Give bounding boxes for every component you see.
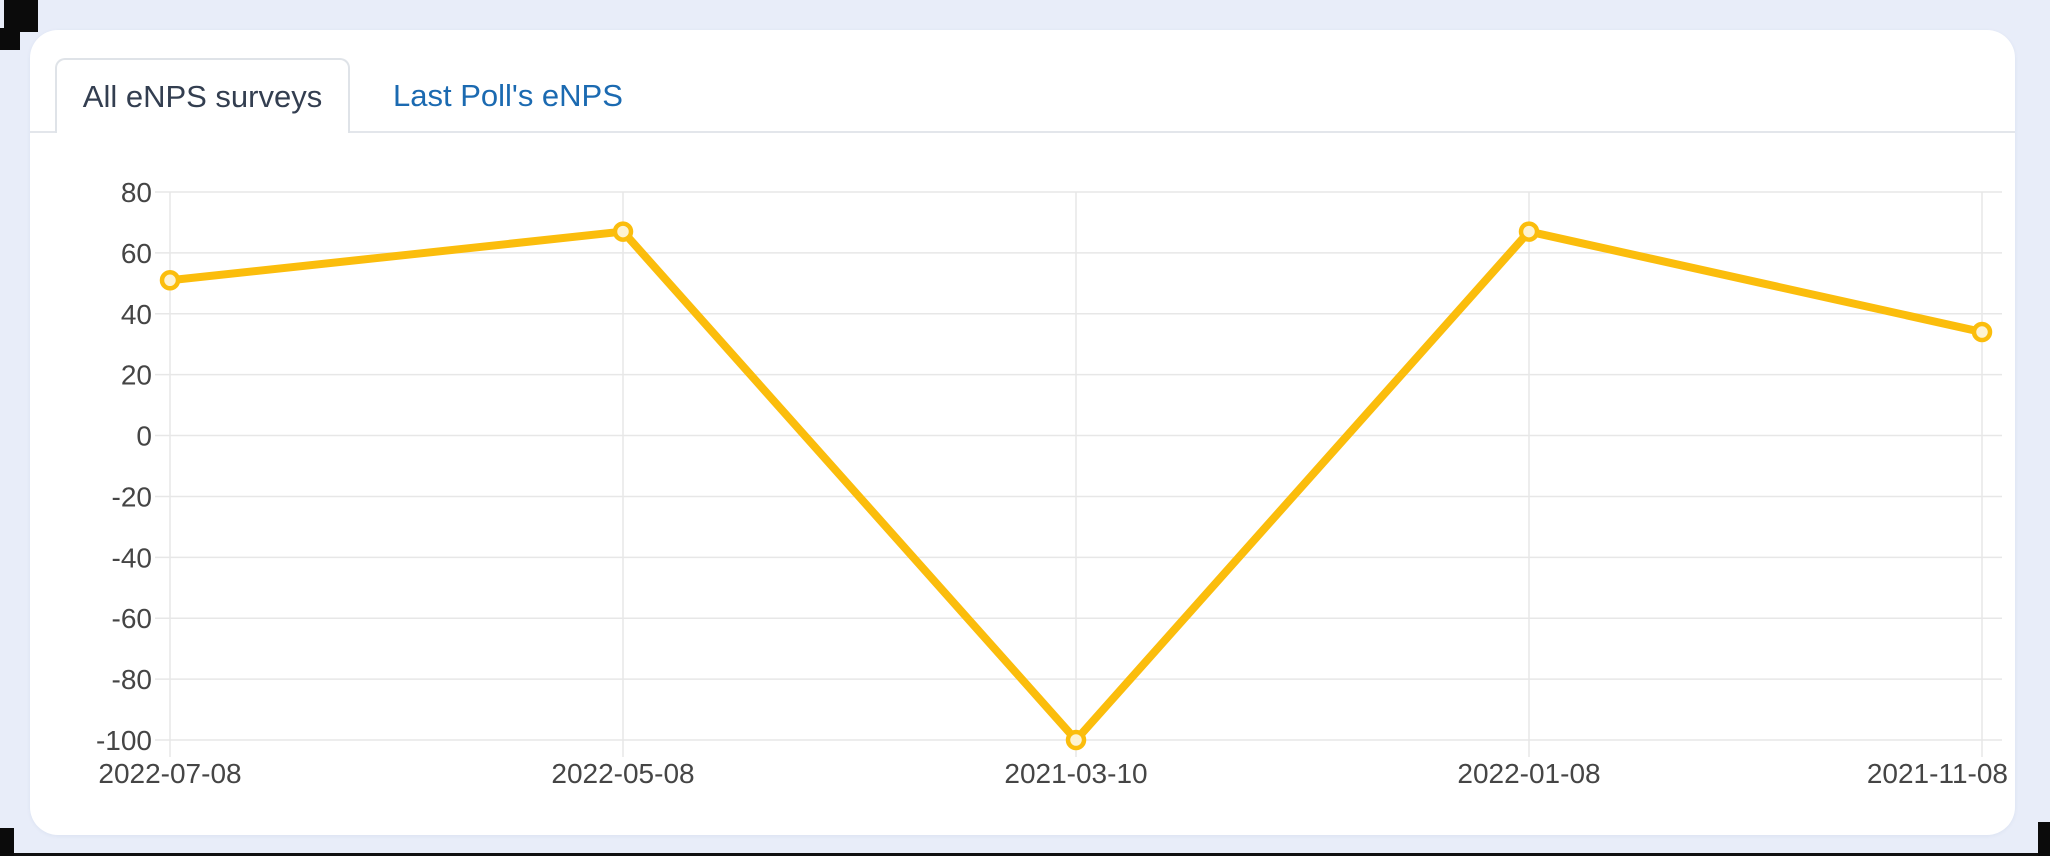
tab-all-enps-surveys[interactable]: All eNPS surveys xyxy=(55,58,350,133)
screen-corner-mark-bottom-right xyxy=(2038,822,2050,856)
y-tick-label: 0 xyxy=(136,421,152,452)
data-point-marker xyxy=(159,270,181,291)
y-tick-label: 40 xyxy=(121,299,152,330)
enps-chart-card: All eNPS surveys Last Poll's eNPS 80 60 40… xyxy=(30,30,2015,835)
x-tick-label: 2022-05-08 xyxy=(551,758,694,789)
y-tick-label: -60 xyxy=(112,603,152,634)
tab-last-polls-enps-label: Last Poll's eNPS xyxy=(393,77,623,113)
x-tick-label: 2022-01-08 xyxy=(1457,758,1600,789)
y-tick-label: -100 xyxy=(96,725,152,756)
y-tick-label: -20 xyxy=(112,481,152,512)
y-tick-label: -40 xyxy=(112,542,152,573)
tab-last-polls-enps[interactable]: Last Poll's eNPS xyxy=(375,58,641,133)
tab-bar: All eNPS surveys Last Poll's eNPS xyxy=(30,30,2015,133)
data-point-marker xyxy=(1971,321,1993,343)
screen-corner-mark-top-left-2 xyxy=(0,28,20,50)
x-tick-label: 2021-03-10 xyxy=(1004,758,1147,789)
y-tick-label: 20 xyxy=(121,360,152,391)
x-tick-label: 2022-07-08 xyxy=(98,758,241,789)
tab-bar-divider xyxy=(30,131,2015,133)
data-point-marker xyxy=(1065,729,1087,751)
y-tick-label: 60 xyxy=(121,238,152,269)
y-tick-label: 80 xyxy=(121,177,152,208)
data-point-marker xyxy=(1518,221,1540,242)
tab-all-enps-surveys-label: All eNPS surveys xyxy=(82,78,323,114)
x-tick-label: 2021-11-08 xyxy=(1867,758,2008,789)
screen-corner-mark-bottom-left xyxy=(0,828,14,856)
screen-corner-mark-top-left xyxy=(4,0,38,32)
screen-bottom-edge-line xyxy=(0,853,2050,856)
data-point-marker xyxy=(612,221,634,242)
y-tick-label: -80 xyxy=(112,664,152,695)
